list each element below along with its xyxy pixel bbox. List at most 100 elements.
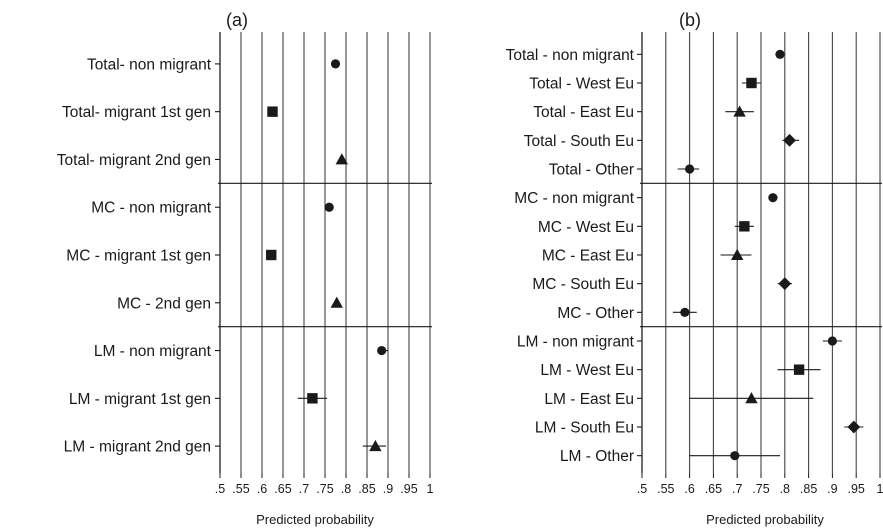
x-tick-label: .65	[274, 482, 291, 496]
x-tick-label: .9	[827, 482, 837, 496]
x-tick-label: .95	[400, 482, 417, 496]
row-label: MC - 2nd gen	[117, 295, 211, 312]
data-row: MC - non migrant	[91, 200, 334, 217]
data-row: MC - South Eu	[532, 276, 792, 293]
x-tick-label: .75	[752, 482, 769, 496]
data-row: LM - migrant 1st gen	[69, 391, 328, 408]
data-row: MC - West Eu	[538, 219, 754, 236]
row-label: LM - Other	[560, 448, 634, 465]
point-diamond	[847, 420, 861, 434]
x-tick-label: .85	[358, 482, 375, 496]
x-tick-label: .7	[732, 482, 742, 496]
point-triangle	[330, 296, 343, 308]
point-square	[266, 249, 277, 261]
row-label: LM - West Eu	[540, 362, 634, 379]
data-row: Total- non migrant	[87, 56, 341, 73]
row-label: Total- migrant 1st gen	[62, 104, 211, 121]
row-label: MC - South Eu	[532, 276, 634, 293]
point-square	[746, 77, 757, 89]
row-label: MC - migrant 1st gen	[66, 248, 211, 265]
panel-b: (b) Total - non migrant Total - West Eu Tot…	[506, 10, 883, 527]
data-row: Total - East Eu	[533, 104, 754, 121]
x-tick-label: .5	[637, 482, 647, 496]
point-circle	[330, 59, 341, 69]
row-label: Total - South Eu	[524, 133, 634, 150]
point-circle	[768, 193, 778, 203]
row-label: Total- non migrant	[87, 56, 212, 73]
data-row: MC - East Eu	[542, 248, 752, 265]
point-diamond	[778, 277, 792, 291]
x-tick-label: 1	[877, 482, 883, 496]
x-tick-label: .9	[383, 482, 393, 496]
data-row: LM - West Eu	[540, 362, 821, 379]
x-tick-label: .65	[705, 482, 722, 496]
x-tick-label: .85	[800, 482, 817, 496]
point-diamond	[783, 133, 796, 147]
point-circle	[775, 49, 785, 59]
point-triangle	[335, 153, 348, 165]
data-row: LM - East Eu	[544, 391, 814, 408]
row-label: Total - Other	[549, 162, 634, 179]
x-tick-label: .55	[657, 482, 674, 496]
x-axis-label: Predicted probability	[706, 512, 824, 527]
row-label: MC - non migrant	[514, 190, 634, 207]
data-row: LM - Other	[560, 448, 781, 465]
x-axis-label: Predicted probability	[256, 512, 374, 527]
data-row: MC - Other	[557, 305, 697, 322]
point-circle	[324, 202, 334, 212]
row-label: MC - Other	[557, 305, 634, 322]
data-row: Total - West Eu	[529, 76, 761, 93]
x-tick-label: .8	[341, 482, 351, 496]
x-tick-label: .55	[232, 482, 249, 496]
point-triangle	[733, 105, 746, 117]
row-label: MC - non migrant	[91, 200, 211, 217]
point-circle	[827, 336, 838, 346]
x-tick-label: .95	[848, 482, 865, 496]
panel-a: (a) Total- non migrant Total- migrant 1st …	[57, 10, 434, 527]
row-label: Total - West Eu	[529, 76, 634, 93]
x-tick-label: .6	[684, 482, 694, 496]
point-triangle	[731, 248, 744, 260]
row-label: Total - East Eu	[533, 104, 634, 121]
data-row: Total - Other	[549, 162, 700, 179]
point-triangle	[369, 439, 382, 452]
data-row: LM - South Eu	[535, 420, 864, 437]
row-label: MC - West Eu	[538, 219, 634, 236]
point-square	[307, 393, 318, 404]
data-row: Total- migrant 2nd gen	[57, 152, 348, 169]
point-square	[739, 221, 750, 232]
point-square	[267, 106, 278, 117]
data-row: Total - South Eu	[524, 133, 800, 150]
row-label: MC - East Eu	[542, 248, 634, 265]
data-row: Total - non migrant	[506, 47, 785, 64]
row-label: LM - East Eu	[544, 391, 634, 408]
data-row: MC - migrant 1st gen	[66, 248, 277, 265]
x-tick-label: 1	[427, 482, 434, 496]
data-row: MC - non migrant	[514, 190, 778, 207]
row-label: LM - migrant 2nd gen	[64, 439, 211, 456]
point-circle	[377, 345, 387, 356]
point-circle	[730, 451, 740, 461]
row-label: LM - migrant 1st gen	[69, 391, 211, 408]
point-circle	[685, 164, 695, 174]
row-label: Total- migrant 2nd gen	[57, 152, 211, 169]
point-square	[793, 364, 805, 375]
x-tick-label: .8	[780, 482, 790, 496]
point-circle	[680, 307, 690, 317]
data-row: LM - migrant 2nd gen	[64, 439, 386, 456]
point-triangle	[745, 392, 758, 404]
x-tick-label: .5	[215, 482, 225, 496]
row-label: Total - non migrant	[506, 47, 635, 64]
panel-title: (b)	[679, 10, 701, 30]
x-tick-label: .6	[257, 482, 267, 496]
row-label: LM - non migrant	[94, 343, 212, 360]
row-label: LM - South Eu	[535, 420, 634, 437]
data-row: Total- migrant 1st gen	[62, 104, 278, 121]
row-label: LM - non migrant	[517, 334, 635, 351]
data-row: LM - non migrant	[517, 334, 842, 351]
x-tick-label: .7	[299, 482, 309, 496]
panel-title: (a)	[226, 10, 248, 30]
data-row: LM - non migrant	[94, 343, 388, 360]
data-row: MC - 2nd gen	[117, 295, 343, 312]
